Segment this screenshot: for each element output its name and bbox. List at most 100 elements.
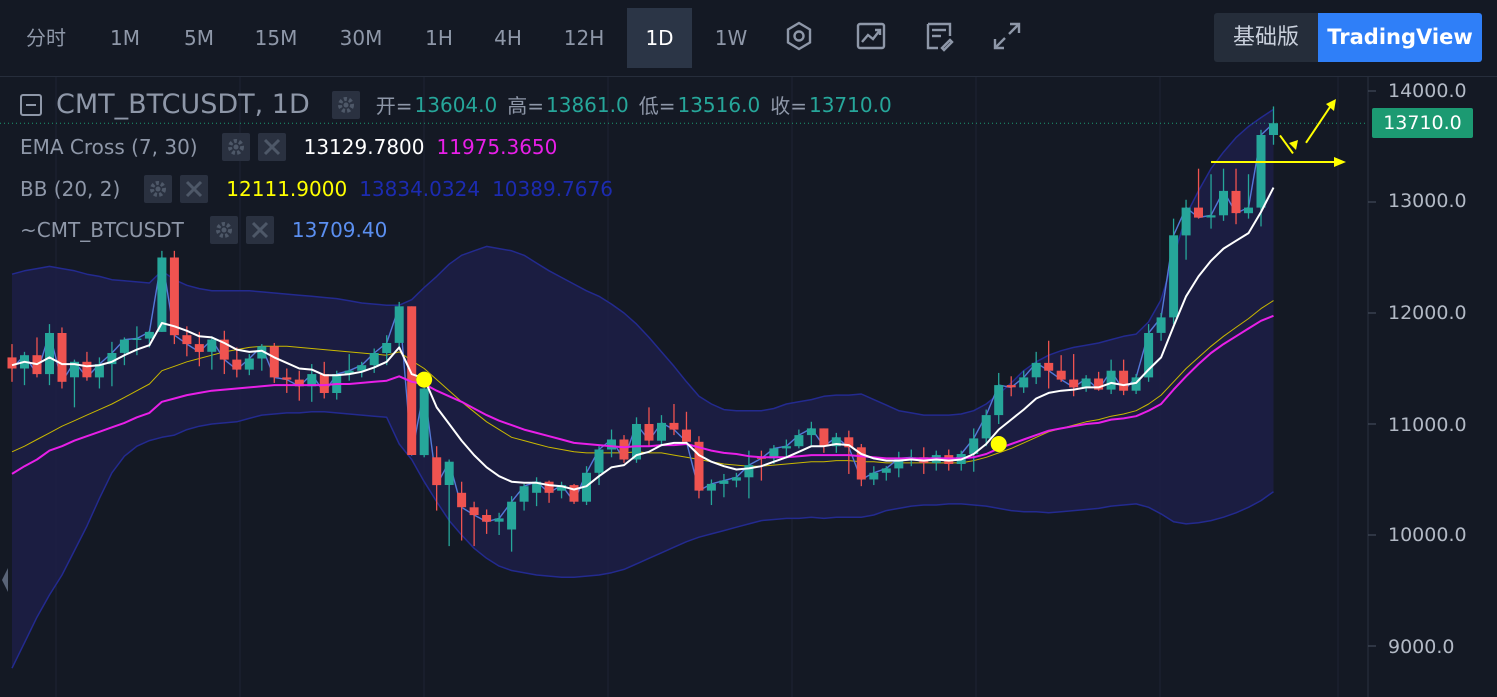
- timeframe-1d[interactable]: 1D: [627, 8, 692, 68]
- candle-body: [357, 365, 367, 371]
- hexagon-settings-icon[interactable]: [781, 18, 817, 54]
- price-axis-label: 9000.0: [1388, 636, 1455, 658]
- timeframe-4h[interactable]: 4H: [494, 26, 522, 50]
- down-right-arrow-head: [1289, 140, 1298, 150]
- line-settings-icon[interactable]: [209, 216, 238, 244]
- low-label: 低=: [638, 94, 676, 118]
- candle-body: [719, 480, 729, 484]
- candle-body: [806, 428, 816, 436]
- candle-body: [694, 441, 704, 491]
- candle-body: [844, 437, 854, 448]
- bb-lower-line: [11, 411, 1274, 669]
- bb-remove-icon[interactable]: [180, 175, 209, 203]
- candle-body: [469, 507, 479, 516]
- candle-body: [319, 374, 329, 393]
- low-value: 13516.0: [677, 92, 761, 117]
- candle-body: [1219, 190, 1228, 216]
- candle-body: [1131, 377, 1141, 391]
- candle-body: [557, 485, 567, 491]
- price-axis-label: 12000.0: [1388, 302, 1467, 324]
- bb-settings-icon[interactable]: [144, 175, 173, 203]
- candle-body: [682, 429, 691, 442]
- candle-body: [219, 339, 229, 360]
- candle-body: [1069, 379, 1079, 388]
- candle-body: [45, 333, 54, 375]
- symbol-legend: CMT_BTCUSDT, 1D 开= 13604.0 高= 13861.0 低=…: [20, 89, 892, 120]
- timeframe-5m[interactable]: 5M: [184, 26, 214, 50]
- candle-body: [57, 333, 67, 382]
- collapse-legend-icon[interactable]: [20, 93, 42, 116]
- candle-body: [444, 461, 454, 485]
- candle-body: [169, 257, 179, 336]
- candle-body: [157, 257, 167, 332]
- candle-body: [831, 437, 841, 447]
- high-value: 13861.0: [546, 92, 629, 117]
- line-remove-icon[interactable]: [245, 216, 274, 244]
- candle-body: [457, 492, 467, 508]
- timeframe-15m[interactable]: 15M: [254, 26, 298, 50]
- candle-body: [232, 359, 242, 370]
- indicator-chart-icon[interactable]: [853, 18, 889, 54]
- ema-settings-icon[interactable]: [221, 133, 250, 161]
- candle-body: [369, 353, 379, 366]
- bb-legend: BB (20, 2) 12111.9000 13834.0324 10389.7…: [20, 175, 613, 203]
- timeframe-realtime[interactable]: 分时: [26, 26, 66, 50]
- line-legend: ~CMT_BTCUSDT 13709.40: [20, 216, 387, 244]
- candle-body: [869, 472, 879, 480]
- symbol-settings-icon[interactable]: [331, 90, 360, 119]
- candle-body: [207, 339, 217, 352]
- candle-body: [819, 428, 829, 447]
- horizontal-arrow-head: [1334, 157, 1346, 168]
- candle-body: [1181, 207, 1191, 236]
- candle-body: [119, 339, 129, 353]
- basic-mode-button[interactable]: 基础版: [1214, 13, 1318, 62]
- ema-cross-marker: [990, 435, 1007, 452]
- ema-legend: EMA Cross (7, 30) 13129.7800 11975.3650: [20, 133, 557, 161]
- timeframe-1w[interactable]: 1W: [714, 26, 748, 50]
- scroll-handle[interactable]: [0, 565, 10, 595]
- candle-body: [569, 485, 579, 502]
- candle-body: [1106, 370, 1116, 390]
- ema-fast-line: [11, 187, 1275, 491]
- candle-body: [394, 306, 404, 343]
- ema-remove-icon[interactable]: [257, 133, 286, 161]
- candle-body: [282, 377, 292, 380]
- timeframe-12h[interactable]: 12H: [563, 26, 605, 50]
- timeframe-30m[interactable]: 30M: [339, 26, 383, 50]
- candle-body: [269, 346, 279, 378]
- candle-body: [607, 439, 616, 450]
- candle-body: [344, 370, 354, 374]
- chart-toolbar: 分时 1M 5M 15M 30M 1H 4H 12H 1D 1W: [0, 0, 1497, 77]
- candle-body: [781, 446, 791, 449]
- timeframe-1h[interactable]: 1H: [425, 26, 453, 50]
- candle-body: [731, 477, 741, 481]
- candle-body: [894, 458, 904, 469]
- candle-body: [744, 465, 754, 478]
- candle-body: [94, 364, 104, 378]
- chart-area[interactable]: CMT_BTCUSDT, 1D 开= 13604.0 高= 13861.0 低=…: [0, 77, 1497, 697]
- candle-body: [494, 518, 504, 522]
- candle-body: [944, 455, 954, 464]
- candle-body: [969, 438, 979, 454]
- open-label: 开=: [375, 94, 413, 118]
- candle-body: [307, 374, 317, 387]
- ema-slow-value: 11975.3650: [436, 135, 558, 159]
- bb-basis-value: 12111.9000: [226, 177, 348, 201]
- fullscreen-icon[interactable]: [989, 18, 1025, 54]
- open-value: 13604.0: [414, 92, 498, 117]
- candle-body: [532, 481, 542, 493]
- ema-fast-value: 13129.7800: [303, 135, 425, 159]
- price-axis-label: 14000.0: [1388, 80, 1467, 102]
- line-series-value: 13709.40: [291, 218, 388, 242]
- edit-template-icon[interactable]: [921, 18, 957, 54]
- timeframe-1m[interactable]: 1M: [110, 26, 140, 50]
- up-right-arrow-head: [1326, 99, 1336, 111]
- bb-upper-line: [11, 108, 1274, 416]
- price-chart[interactable]: [0, 77, 1497, 697]
- candle-body: [644, 424, 654, 441]
- ema-cross-marker: [416, 371, 433, 388]
- bb-lower-value: 10389.7676: [492, 177, 613, 201]
- candle-body: [994, 385, 1004, 416]
- tradingview-mode-button[interactable]: TradingView: [1318, 13, 1482, 62]
- candle-body: [432, 457, 442, 486]
